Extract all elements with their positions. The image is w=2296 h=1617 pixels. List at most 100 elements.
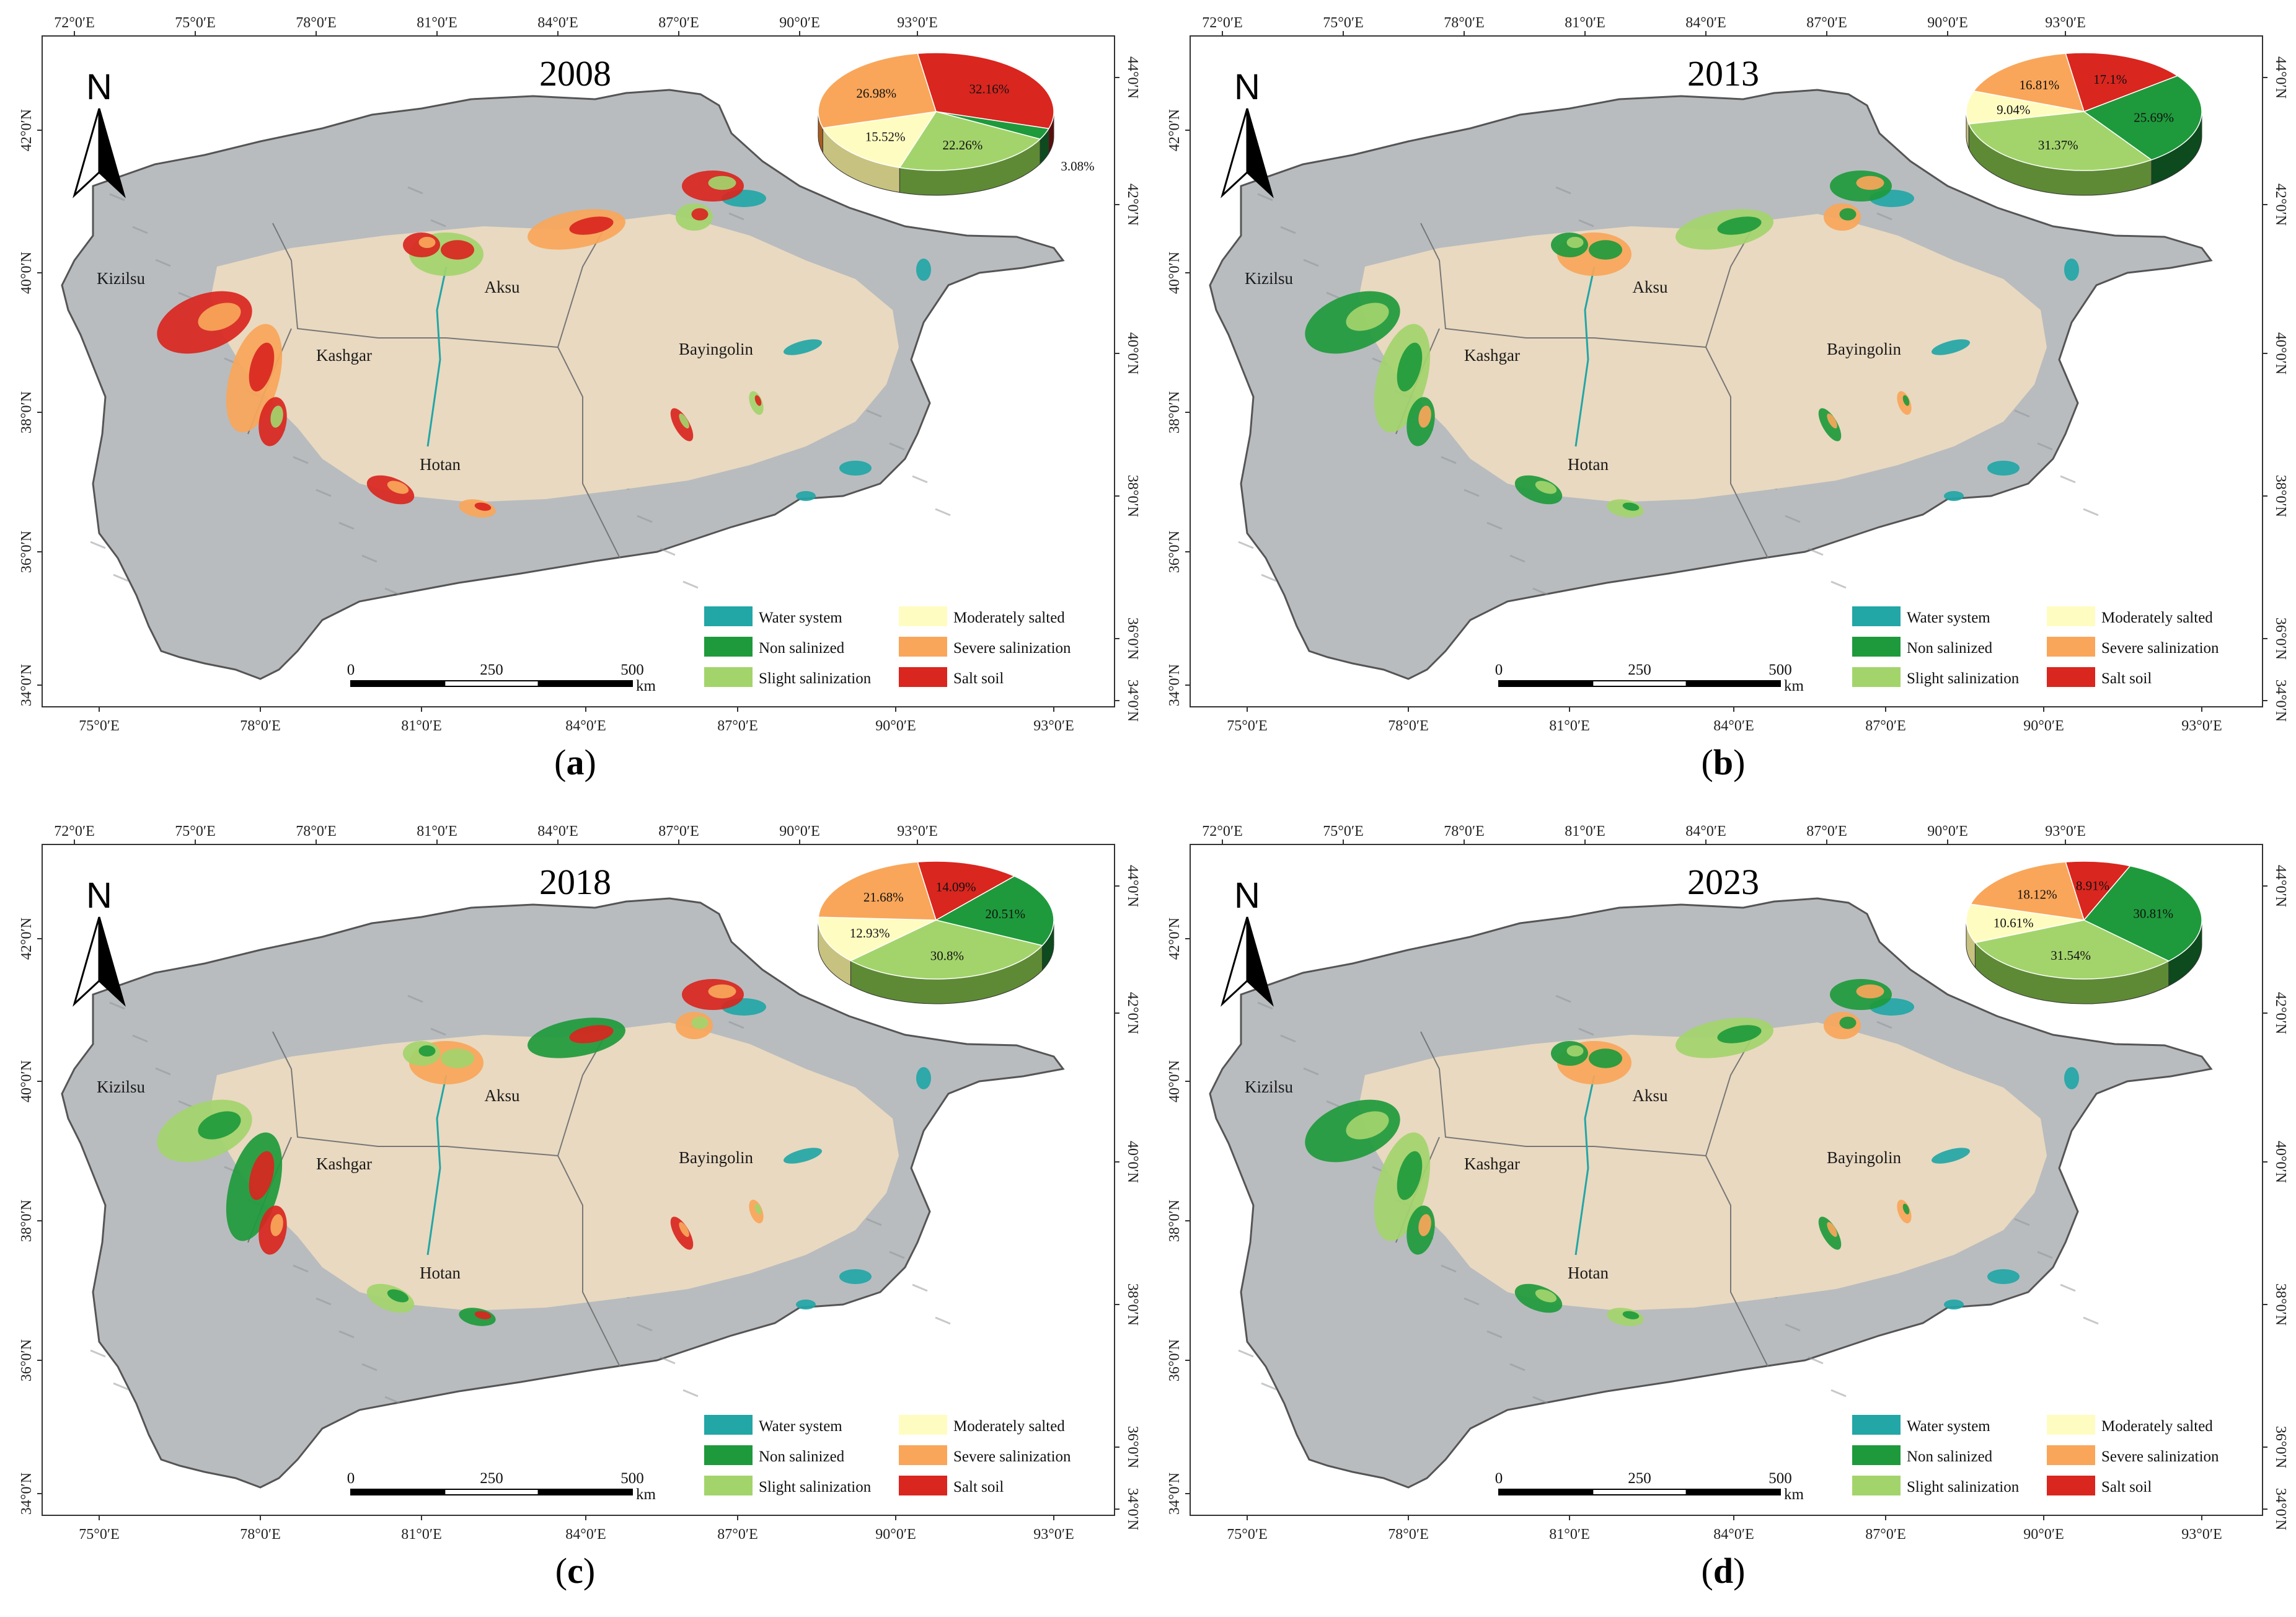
legend-label: Salt soil [2101, 670, 2152, 687]
pie-chart: 32.16% 3.08% 22.26% 15.52% 26.98% [818, 52, 1095, 196]
mountain-hatch [1785, 515, 1801, 523]
mountain-hatch [1509, 554, 1526, 563]
bottom-lon-label: 87°0′E [717, 1526, 758, 1543]
scale-segment [537, 680, 634, 687]
top-lon-label: 78°0′E [1444, 15, 1485, 31]
scale-unit: km [1784, 678, 1804, 694]
legend-label: Moderately salted [953, 1418, 1065, 1435]
top-lon-label: 72°0′E [1202, 823, 1243, 840]
salinization-zone [1589, 240, 1622, 260]
pie-label: 10.61% [1994, 915, 2034, 930]
bottom-lon-label: 90°0′E [875, 718, 916, 734]
salinization-zone [418, 237, 436, 248]
salinization-zone [1827, 1222, 1837, 1237]
top-lon-label: 81°0′E [1565, 15, 1605, 31]
mountain-hatch [889, 442, 905, 451]
panel-caption-letter: d [1713, 1551, 1734, 1591]
lake [796, 1300, 816, 1309]
left-lat-label: 34°0′N [19, 664, 35, 706]
pie-label: 30.81% [2133, 906, 2173, 921]
pie-label: 20.51% [985, 906, 1025, 921]
bottom-lon-label: 93°0′E [2181, 1526, 2222, 1543]
salinization-zone [1514, 1283, 1563, 1313]
desert-basin [1359, 1022, 2047, 1311]
salinization-zone [1397, 1151, 1423, 1200]
legend-swatch [1852, 667, 1901, 687]
pie-label: 15.52% [865, 130, 906, 144]
desert-basin [211, 214, 899, 502]
north-label: N [86, 67, 112, 107]
bottom-lon-label: 81°0′E [1549, 718, 1590, 734]
legend-label: Slight salinization [759, 670, 872, 687]
mountain-hatch [660, 1356, 676, 1365]
left-lat-label: 34°0′N [19, 1473, 35, 1515]
legend-swatch [1852, 1415, 1901, 1435]
panel-caption: (c) [555, 1551, 596, 1591]
salinization-zone [441, 1048, 474, 1068]
lake [1987, 461, 2020, 476]
scale-segment [350, 1489, 446, 1495]
north-arrow-right [1246, 108, 1274, 198]
pie-slice [899, 111, 1041, 171]
top-lon-label: 84°0′E [537, 15, 578, 31]
north-arrow: N [1221, 875, 1274, 1007]
city-label-bayingolin: Bayingolin [679, 340, 753, 358]
mountain-hatch [2083, 1316, 2099, 1325]
lake [1931, 339, 1971, 355]
salinization-zone [249, 1151, 275, 1200]
top-lon-label: 87°0′E [658, 823, 699, 840]
pie-slice [1966, 903, 2085, 944]
mountain-hatch [407, 995, 423, 1003]
north-label: N [1234, 67, 1260, 107]
mountain-hatch [361, 1363, 378, 1371]
mountain-hatch [1532, 1396, 1548, 1404]
boundary-line [1420, 1031, 1707, 1156]
left-lat-label: 42°0′N [19, 109, 35, 151]
bottom-lon-label: 87°0′E [717, 718, 758, 734]
mountain-hatch [293, 1264, 309, 1273]
legend-label: Water system [759, 1418, 842, 1435]
salinization-zone [691, 1016, 709, 1029]
top-lon-label: 75°0′E [1323, 15, 1364, 31]
salinization-zone [1622, 502, 1640, 511]
legend: Water system Moderately salted Non saliniz… [704, 606, 1071, 687]
mountain-hatch [1464, 1297, 1480, 1306]
top-lon-label: 93°0′E [897, 823, 938, 840]
pie-label: 14.09% [936, 879, 976, 894]
left-lat-label: 38°0′N [19, 1200, 35, 1242]
legend-label: Water system [1907, 1418, 1990, 1435]
mountain-hatch [1876, 212, 1892, 221]
pie-slice [1972, 53, 2085, 112]
top-lon-label: 75°0′E [1323, 823, 1364, 840]
pie-slice [1968, 111, 2153, 171]
pie-label: 9.04% [1997, 102, 2030, 117]
top-lon-label: 84°0′E [1685, 823, 1726, 840]
left-lat-label: 40°0′N [19, 1060, 35, 1102]
legend-swatch [1852, 1476, 1901, 1495]
mountain-hatch [2037, 1251, 2053, 1259]
scale-label: 0 [347, 662, 355, 678]
mountain-hatch [1238, 1349, 1254, 1358]
top-lon-label: 72°0′E [54, 15, 95, 31]
mountain-hatch [1261, 574, 1277, 582]
right-lat-label: 34°0′N [2272, 680, 2289, 722]
lake [1944, 1300, 1964, 1309]
mountain-hatch [1509, 1363, 1526, 1371]
legend-label: Slight salinization [1907, 1479, 2020, 1495]
right-lat-label: 36°0′N [2272, 1426, 2289, 1468]
city-label-aksu: Aksu [1632, 1086, 1668, 1105]
mountain-hatch [1785, 1323, 1801, 1332]
salinization-zone [679, 414, 689, 428]
left-lat-label: 38°0′N [19, 391, 35, 433]
pie-slice [818, 916, 937, 962]
legend-swatch [1852, 1445, 1901, 1465]
mountain-hatch [866, 1218, 882, 1226]
pie-slice [818, 53, 937, 129]
legend-swatch [704, 1415, 753, 1435]
mountain-hatch [293, 456, 309, 464]
mountain-hatch [935, 508, 951, 516]
mountain-hatch [109, 193, 125, 202]
left-lat-label: 42°0′N [19, 918, 35, 960]
pie-label: 31.37% [2038, 138, 2078, 153]
